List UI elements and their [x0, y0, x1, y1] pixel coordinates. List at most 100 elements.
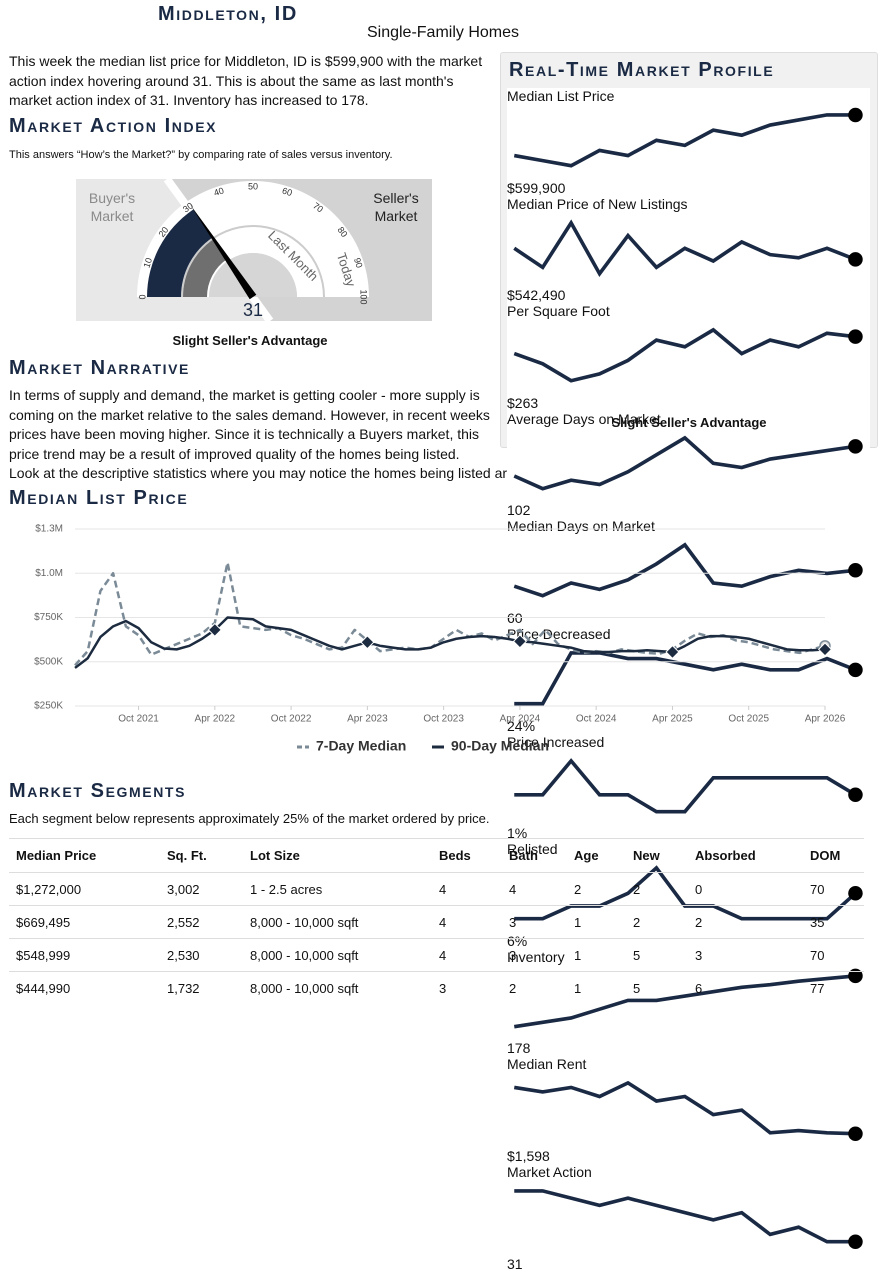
- row-value: 102: [507, 502, 531, 519]
- sparkline: [514, 757, 863, 814]
- table-cell: 3: [432, 971, 502, 1004]
- spark-line: [513, 1081, 856, 1136]
- table-cell: 8,000 - 10,000 sqft: [243, 905, 432, 939]
- market-profile: Real-Time Market Profile Median List Pri…: [500, 52, 878, 1272]
- table-cell: 2: [567, 872, 626, 906]
- gauge-tick-label: 10: [141, 257, 154, 270]
- legend-item[interactable]: 7-Day Median: [297, 738, 406, 754]
- table-cell: 1: [567, 905, 626, 939]
- point-marker: [817, 642, 833, 657]
- spark-dot: [848, 787, 863, 802]
- needle: [190, 204, 257, 300]
- table-body: $1,272,000 3,002 1 - 2.5 acres 4 4 2 2 0 70 $669,…: [9, 872, 864, 1004]
- row-value: $263: [507, 394, 539, 411]
- gauge-tick-label: 80: [336, 225, 350, 239]
- sparkline: [513, 542, 863, 599]
- x-tick-label: Apr 2022: [195, 714, 236, 725]
- buyer-label: Buyer's Market: [88, 190, 136, 224]
- column-header: Lot Size: [243, 838, 432, 873]
- gauge-tick-label: 70: [311, 201, 325, 215]
- table-cell: 70: [803, 872, 864, 906]
- x-tick-label: Apr 2023: [347, 714, 388, 725]
- chart-title: Median List Price: [9, 487, 189, 509]
- profile-row: Median List Price $599,900: [507, 88, 870, 196]
- table-row: $1,272,000 3,002 1 - 2.5 acres 4 4 2 2 0 70: [9, 872, 864, 906]
- table-cell: 3,002: [160, 872, 243, 906]
- table-cell: 2: [626, 872, 688, 906]
- legend-item[interactable]: 90-Day Median: [432, 738, 549, 754]
- spark-line: [513, 218, 857, 277]
- gauge-tick-label: 40: [213, 185, 226, 198]
- spark-dot: [848, 1126, 863, 1142]
- table-cell: $548,999: [9, 938, 160, 972]
- table-cell: 5: [626, 971, 688, 1004]
- point-marker: [360, 635, 375, 650]
- x-tick-label: Oct 2024: [576, 714, 617, 725]
- sparkline: [513, 327, 863, 383]
- row-value: $542,490: [507, 287, 566, 304]
- sparkline: [513, 1081, 863, 1142]
- spark-line: [514, 651, 857, 706]
- table-cell: 35: [803, 905, 864, 939]
- row-value: 31: [507, 1255, 523, 1272]
- y-tick-label: $1.3M: [35, 524, 63, 535]
- gauge-tick-label: 30: [181, 201, 195, 215]
- page-title: Middleton, ID: [158, 3, 298, 25]
- column-header: DOM: [803, 838, 864, 873]
- series-line: [74, 616, 826, 669]
- table-cell: 4: [502, 872, 567, 906]
- row-label: Median List Price: [507, 88, 615, 104]
- table-cell: 0: [688, 872, 803, 906]
- sparkline: [514, 651, 863, 706]
- spark-dot: [848, 563, 863, 578]
- column-header: Age: [567, 838, 626, 873]
- table-cell: 4: [432, 938, 502, 972]
- table-cell: 1 - 2.5 acres: [243, 872, 432, 906]
- spark-dot: [848, 251, 863, 267]
- row-value: $1,598: [507, 1147, 550, 1164]
- x-tick-label: Apr 2026: [805, 714, 846, 725]
- gauge-tick-label: 90: [352, 257, 365, 270]
- table-cell: 4: [432, 872, 502, 906]
- gauge-value: 31: [243, 300, 263, 320]
- table-cell: 2,552: [160, 905, 243, 939]
- row-value: $599,900: [507, 179, 566, 196]
- x-tick-label: Oct 2023: [423, 714, 464, 725]
- y-tick-label: $750K: [34, 612, 63, 623]
- spark-line: [513, 542, 856, 599]
- series-line: [74, 561, 826, 667]
- row-label: Median Rent: [507, 1056, 587, 1073]
- x-tick-label: Oct 2022: [271, 714, 312, 725]
- gauge-caption: Slight Seller's Advantage: [172, 333, 328, 348]
- table-cell: 3: [502, 938, 567, 972]
- table-cell: 2: [688, 905, 803, 939]
- row-label: Median Price of New Listings: [507, 195, 688, 212]
- gauge-tick-label: 50: [248, 181, 258, 191]
- spark-line: [514, 1189, 856, 1244]
- row-label: Median Days on Market: [507, 518, 655, 535]
- sparkline: [513, 435, 863, 491]
- spark-line: [514, 757, 857, 814]
- subtitle: Single-Family Homes: [366, 24, 520, 41]
- spark-line: [513, 113, 856, 168]
- gauge-tick-label: 0: [137, 294, 147, 299]
- column-header: Sq. Ft.: [160, 838, 243, 873]
- segments-table: Median Price Sq. Ft. Lot Size Beds Bath Age Ne…: [9, 838, 864, 1004]
- profile-row: Price Decreased 24%: [507, 626, 870, 734]
- gauge: 0 10 20 30 40 50 60 70 80 90 100 Last Month Today 31 …: [76, 179, 432, 321]
- table-cell: 1,732: [160, 971, 243, 1004]
- table-cell: 70: [803, 938, 864, 972]
- column-header: Bath: [502, 838, 567, 873]
- row-label: Per Square Foot: [507, 303, 610, 320]
- x-tick-label: Oct 2025: [728, 714, 769, 725]
- spark-dot: [848, 329, 863, 345]
- profile-title: Real-Time Market Profile: [509, 59, 775, 81]
- last-month-arc: [183, 239, 228, 297]
- section-heading: Market Segments: [9, 780, 187, 802]
- column-header: Beds: [432, 838, 502, 873]
- spark-dot: [848, 438, 863, 454]
- table-cell: $1,272,000: [9, 872, 160, 906]
- table-cell: $444,990: [9, 971, 160, 1004]
- column-header: Absorbed: [688, 838, 803, 873]
